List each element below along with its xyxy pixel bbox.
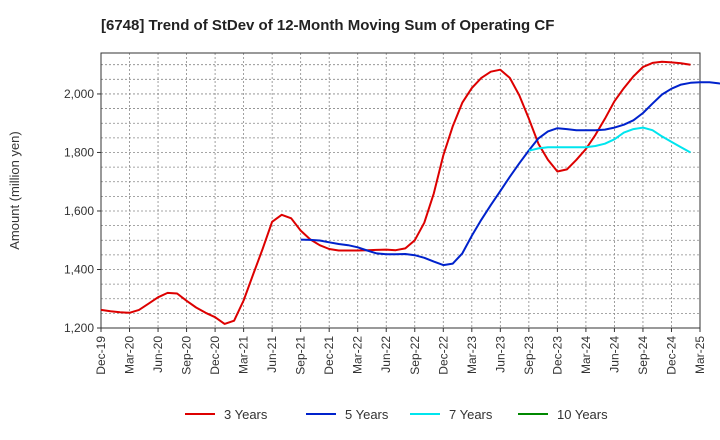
x-tick-label: Sep-24	[636, 336, 650, 375]
y-tick-label: 1,600	[64, 204, 94, 218]
x-axis: Dec-19 Mar-20 Jun-20 Sep-20 Dec-20 Mar-21 Jun-…	[94, 328, 707, 375]
x-tick-label: Jun-22	[379, 336, 393, 373]
x-tick-label: Sep-23	[522, 336, 536, 375]
legend-label: 10 Years	[557, 407, 608, 422]
y-tick-label: 2,000	[64, 87, 94, 101]
x-tick-label: Dec-19	[94, 336, 108, 375]
x-tick-label: Dec-20	[208, 336, 222, 375]
x-tick-label: Jun-21	[265, 336, 279, 373]
x-tick-label: Mar-22	[351, 336, 365, 374]
grid-lines	[100, 53, 701, 329]
series-line-1	[100, 60, 691, 325]
plot-area	[100, 52, 701, 329]
series-line-3	[528, 126, 691, 154]
x-tick-label: Jun-20	[151, 336, 165, 373]
y-axis-label: Amount (million yen)	[7, 131, 22, 250]
x-tick-label: Mar-20	[123, 336, 137, 374]
series-lines	[100, 60, 720, 325]
legend: 3 Years 5 Years 7 Years 10 Years	[185, 407, 608, 422]
x-tick-label: Mar-23	[465, 336, 479, 374]
series-line-2	[300, 81, 720, 267]
y-tick-label: 1,400	[64, 262, 94, 276]
y-axis: 1,200 1,400 1,600 1,800 2,000	[64, 87, 101, 335]
legend-label: 7 Years	[449, 407, 493, 422]
legend-label: 3 Years	[224, 407, 268, 422]
x-tick-label: Sep-22	[408, 336, 422, 375]
x-tick-label: Dec-22	[436, 336, 450, 375]
legend-label: 5 Years	[345, 407, 389, 422]
x-tick-label: Dec-23	[550, 336, 564, 375]
x-tick-label: Jun-24	[607, 336, 621, 373]
x-tick-label: Dec-24	[664, 336, 678, 375]
x-tick-label: Sep-21	[294, 336, 308, 375]
y-tick-label: 1,800	[64, 145, 94, 159]
x-tick-label: Mar-21	[237, 336, 251, 374]
chart-title: [6748] Trend of StDev of 12-Month Moving…	[101, 17, 554, 34]
x-tick-label: Sep-20	[180, 336, 194, 375]
x-tick-label: Mar-25	[693, 336, 707, 374]
x-tick-label: Dec-21	[322, 336, 336, 375]
y-tick-label: 1,200	[64, 321, 94, 335]
x-tick-label: Mar-24	[579, 336, 593, 374]
x-tick-label: Jun-23	[493, 336, 507, 373]
